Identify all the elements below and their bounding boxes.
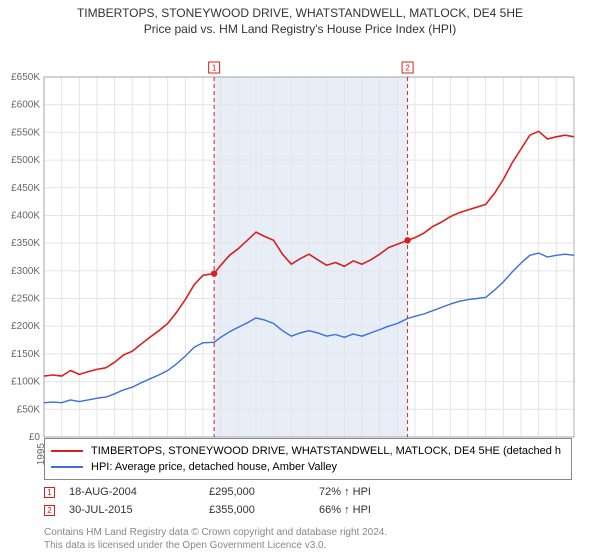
svg-text:£150K: £150K <box>11 349 40 360</box>
chart-container: TIMBERTOPS, STONEYWOOD DRIVE, WHATSTANDW… <box>0 0 600 560</box>
svg-text:£450K: £450K <box>11 183 40 194</box>
svg-text:£550K: £550K <box>11 128 40 139</box>
sale-marker-icon: 1 <box>44 487 55 498</box>
svg-text:£300K: £300K <box>11 266 40 277</box>
svg-text:£50K: £50K <box>17 404 41 415</box>
sale-price: £355,000 <box>209 504 319 516</box>
footnote-line1: Contains HM Land Registry data © Crown c… <box>44 527 387 540</box>
legend: TIMBERTOPS, STONEYWOOD DRIVE, WHATSTANDW… <box>44 438 572 480</box>
sale-events: 1 18-AUG-2004£295,00072% ↑ HPI 2 30-JUL-201… <box>44 483 572 519</box>
svg-text:£600K: £600K <box>11 100 40 111</box>
legend-item: TIMBERTOPS, STONEYWOOD DRIVE, WHATSTANDW… <box>51 443 565 459</box>
sale-pct: 66% ↑ HPI <box>319 504 409 516</box>
legend-label: TIMBERTOPS, STONEYWOOD DRIVE, WHATSTANDW… <box>91 445 561 457</box>
sale-row: 1 18-AUG-2004£295,00072% ↑ HPI <box>44 483 572 501</box>
svg-text:£200K: £200K <box>11 321 40 332</box>
price-chart: £0 £50K £100K £150K £200K £250K £300K £350K £400… <box>0 37 600 469</box>
sale-date: 30-JUL-2015 <box>69 504 209 516</box>
svg-text:1: 1 <box>212 64 217 73</box>
sale-marker-icon: 2 <box>44 505 55 516</box>
svg-text:£100K: £100K <box>11 377 40 388</box>
legend-line-swatch <box>51 466 83 468</box>
sale-date: 18-AUG-2004 <box>69 486 209 498</box>
legend-item: HPI: Average price, detached house, Ambe… <box>51 459 565 475</box>
footnote-line2: This data is licensed under the Open Gov… <box>44 540 387 553</box>
chart-title: TIMBERTOPS, STONEYWOOD DRIVE, WHATSTANDW… <box>0 0 600 37</box>
svg-text:2: 2 <box>405 64 410 73</box>
svg-text:£250K: £250K <box>11 294 40 305</box>
title-line1: TIMBERTOPS, STONEYWOOD DRIVE, WHATSTANDW… <box>0 6 600 22</box>
svg-text:£0: £0 <box>29 432 41 443</box>
legend-label: HPI: Average price, detached house, Ambe… <box>91 461 337 473</box>
svg-text:£350K: £350K <box>11 238 40 249</box>
svg-text:£400K: £400K <box>11 211 40 222</box>
sale-price: £295,000 <box>209 486 319 498</box>
svg-text:£650K: £650K <box>11 72 40 83</box>
sale-pct: 72% ↑ HPI <box>319 486 409 498</box>
title-line2: Price paid vs. HM Land Registry's House … <box>0 22 600 38</box>
sale-row: 2 30-JUL-2015£355,00066% ↑ HPI <box>44 501 572 519</box>
footnote: Contains HM Land Registry data © Crown c… <box>44 527 387 552</box>
legend-line-swatch <box>51 450 83 452</box>
svg-text:£500K: £500K <box>11 155 40 166</box>
